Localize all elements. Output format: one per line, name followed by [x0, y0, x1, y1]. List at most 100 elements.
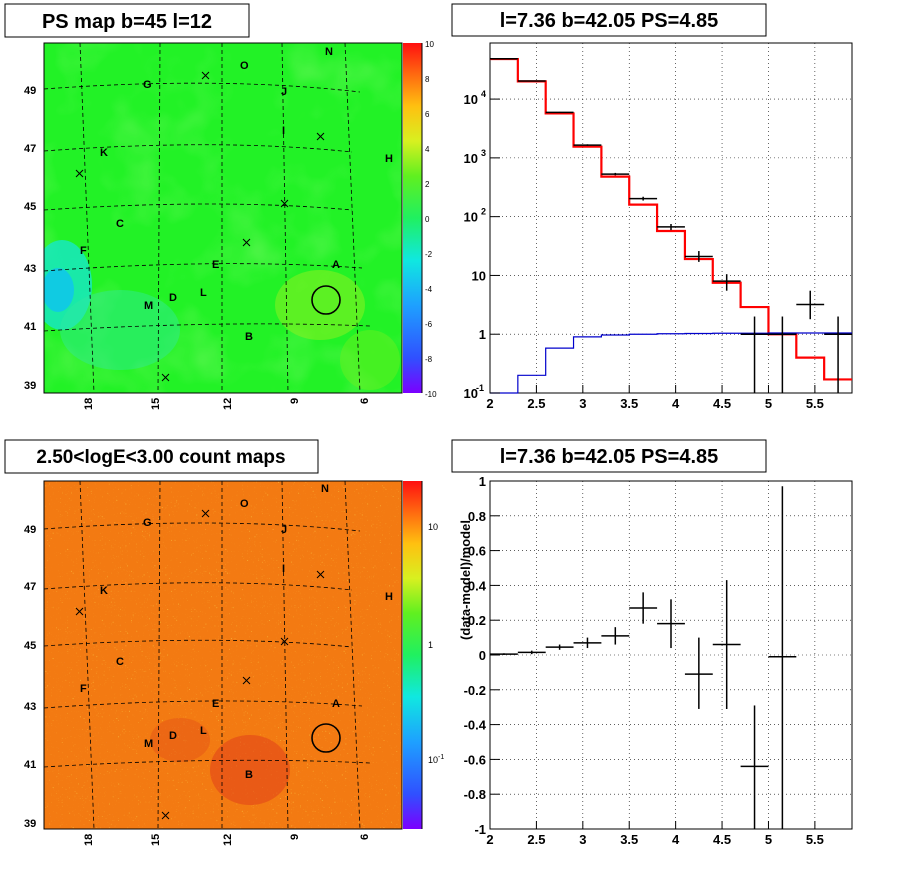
ps-map-image [44, 43, 402, 393]
x-tick-label: 4.5 [713, 396, 731, 411]
count-map-graticule [43, 480, 371, 830]
x-tick-label: 6 [359, 398, 371, 404]
y-tick-label: 0.8 [468, 509, 486, 524]
x-tick-label: 5.5 [806, 832, 824, 847]
count-map-source-markers: N O G J I K H C F A E L D M B [80, 483, 393, 781]
marker-i: I [282, 125, 285, 137]
y-tick-label: 41 [24, 321, 36, 333]
y-tick-label: 43 [24, 701, 36, 713]
y-tick-label: -0.6 [464, 752, 486, 767]
ps-colorbar-tick: -2 [425, 250, 433, 259]
residual-title: l=7.36 b=42.05 PS=4.85 [500, 446, 719, 468]
ps-map-y-ticks: 49 47 45 43 41 39 [24, 85, 36, 392]
marker-j: J [281, 524, 287, 536]
x-tick-label: 4 [672, 396, 680, 411]
x-tick-label: 2 [486, 396, 493, 411]
y-tick-exponent: 4 [481, 89, 486, 99]
marker-k: K [100, 585, 108, 597]
y-tick-label: 47 [24, 143, 36, 155]
marker-c: C [116, 656, 124, 668]
x-tick-label: 4.5 [713, 832, 731, 847]
y-tick-label: 39 [24, 818, 36, 830]
x-tick-label: 2 [486, 832, 493, 847]
y-tick-label: 10 [464, 92, 478, 107]
y-tick-exponent: 2 [481, 207, 486, 217]
x-tick-label: 15 [150, 398, 162, 410]
x-tick-label: 12 [222, 834, 234, 846]
background-step-line [490, 332, 852, 394]
y-tick-label: 10 [464, 210, 478, 225]
marker-j: J [281, 86, 287, 98]
x-tick-label: 5 [765, 396, 772, 411]
y-tick-label: 49 [24, 524, 36, 536]
spectrum-title: l=7.36 b=42.05 PS=4.85 [500, 10, 719, 32]
y-tick-label: 0.4 [468, 578, 487, 593]
y-tick-label: 10 [472, 268, 486, 283]
ps-map-crosses [75, 71, 325, 382]
ps-map-graticule [43, 42, 371, 394]
marker-d: D [169, 730, 177, 742]
ps-colorbar-tick: 10 [425, 40, 434, 49]
x-tick-label: 3 [579, 832, 586, 847]
count-map-title: 2.50<logE<3.00 count maps [36, 447, 285, 468]
y-tick-exponent: 3 [481, 148, 486, 158]
marker-c: C [116, 218, 124, 230]
marker-e: E [212, 259, 219, 271]
ps-colorbar-tick: 2 [425, 180, 430, 189]
marker-a: A [332, 259, 340, 271]
marker-g: G [143, 517, 152, 529]
y-tick-label: -0.2 [464, 683, 486, 698]
y-tick-label: 47 [24, 581, 36, 593]
spectrum-frame [489, 42, 853, 394]
residual-panel: 2 2.5 3 3.5 4 4.5 5 5.5 1 0.8 0.6 0.4 0.2 0 -0.2 -0.4 -… [451, 439, 853, 847]
x-tick-label: 4 [672, 832, 680, 847]
residual-y-axis-label: (data-model)/model [458, 520, 473, 640]
ps-colorbar-tick: 8 [425, 75, 430, 84]
ps-map-panel: N O G J I K H C F A E L D M B [4, 3, 437, 410]
ps-map-title: PS map b=45 l=12 [42, 11, 212, 33]
y-tick-label: 10 [464, 151, 478, 166]
ps-colorbar-tick: 4 [425, 145, 430, 154]
marker-f: F [80, 245, 87, 257]
y-tick-label: 0.2 [468, 613, 486, 628]
residual-y-ticks: 1 0.8 0.6 0.4 0.2 0 -0.2 -0.4 -0.6 -0.8 -1 [464, 474, 500, 837]
count-map-crosses [75, 509, 325, 820]
ps-map-peak-circle [311, 285, 341, 315]
marker-h: H [385, 153, 393, 165]
ps-colorbar-tick: 6 [425, 110, 430, 119]
y-tick-label: 10 [464, 386, 478, 401]
x-tick-label: 5.5 [806, 396, 824, 411]
x-tick-label: 5 [765, 832, 772, 847]
marker-a: A [332, 698, 340, 710]
marker-m: M [144, 738, 153, 750]
y-tick-label: 41 [24, 759, 36, 771]
spectrum-data-points [490, 58, 852, 393]
x-tick-label: 2.5 [527, 832, 545, 847]
marker-d: D [169, 292, 177, 304]
y-tick-label: -0.8 [464, 787, 486, 802]
y-tick-label: 45 [24, 640, 36, 652]
y-tick-label: 1 [479, 327, 486, 342]
y-tick-label: -0.4 [464, 718, 487, 733]
ps-map-colorbar: 10 8 6 4 2 0 -2 -4 -6 -8 -10 [403, 40, 437, 399]
marker-e: E [212, 698, 219, 710]
x-tick-label: 12 [222, 398, 234, 410]
marker-l: L [200, 287, 207, 299]
marker-b: B [245, 331, 253, 343]
x-tick-label: 9 [289, 398, 301, 404]
residual-x-ticks: 2 2.5 3 3.5 4 4.5 5 5.5 [486, 821, 824, 847]
y-tick-label: 45 [24, 201, 36, 213]
marker-n: N [325, 46, 333, 58]
x-tick-label: 9 [289, 834, 301, 840]
count-colorbar-tick: 1 [428, 640, 433, 650]
ps-colorbar-tick: -6 [425, 320, 433, 329]
x-tick-label: 3.5 [620, 832, 638, 847]
count-map-image [44, 481, 402, 829]
y-tick-label: 49 [24, 85, 36, 97]
marker-k: K [100, 147, 108, 159]
marker-g: G [143, 79, 152, 91]
x-tick-label: 2.5 [527, 396, 545, 411]
